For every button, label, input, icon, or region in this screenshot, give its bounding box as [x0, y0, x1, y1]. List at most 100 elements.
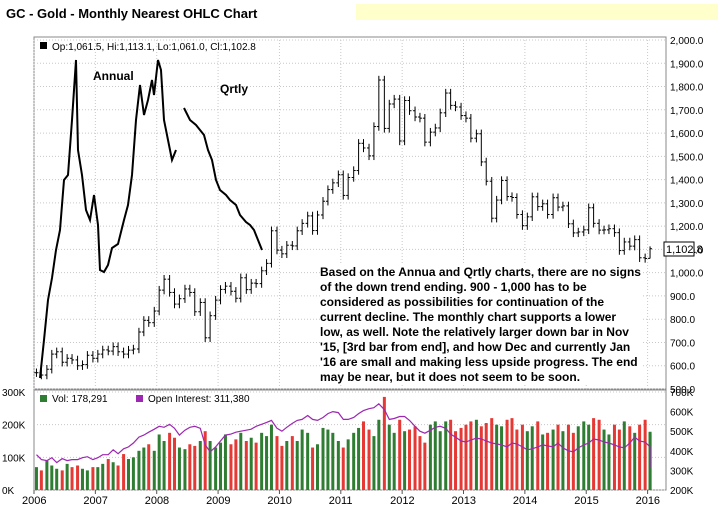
volume-bar — [490, 418, 494, 490]
volume-bar — [622, 421, 626, 490]
volume-bar — [147, 444, 151, 490]
ohlc-bar — [172, 288, 177, 309]
ohlc-bar — [157, 285, 162, 316]
y-tick-label: 1,000.0 — [670, 269, 704, 280]
volume-bar — [352, 432, 356, 490]
ohlc-bar — [223, 281, 228, 294]
volume-bar — [254, 442, 258, 490]
volume-axis: 0K 100K 200K 300K 200K 300K 400K 500K 600K 700K — [2, 388, 694, 497]
ohlc-bar — [509, 192, 514, 202]
volume-bar — [561, 431, 565, 490]
volume-bar — [398, 419, 402, 490]
volume-bar — [576, 426, 580, 490]
ohlc-bar — [514, 193, 519, 219]
ohlc-bar — [310, 211, 315, 235]
x-tick-label: 2009 — [206, 495, 230, 507]
open-interest-line — [36, 402, 651, 469]
ohlc-bar — [525, 212, 530, 230]
ohlc-bar — [382, 75, 387, 133]
y-tick-label: 700.0 — [670, 338, 695, 349]
volume-bar — [168, 432, 172, 490]
volume-bar — [157, 434, 161, 490]
ohlc-bar — [417, 112, 422, 123]
y-tick-label: 1,500.0 — [670, 152, 704, 163]
volume-bar — [617, 429, 621, 490]
volume-bar — [39, 470, 43, 490]
ohlc-bar — [505, 176, 510, 201]
x-tick-label: 2011 — [329, 495, 353, 507]
volume-bar — [131, 457, 135, 490]
ohlc-bar — [566, 201, 571, 228]
volume-bar — [530, 426, 534, 490]
ohlc-bar — [44, 365, 49, 380]
y-tick-label: 1,700.0 — [670, 106, 704, 117]
ohlc-bar — [422, 113, 427, 147]
y-tick-label: 500.0 — [670, 385, 695, 396]
oi-tick-label: 700K — [670, 388, 694, 399]
volume-bar — [602, 429, 606, 490]
ohlc-bar — [433, 123, 438, 137]
ohlc-bar — [459, 102, 464, 120]
ohlc-bar — [627, 237, 632, 251]
volume-bar — [55, 468, 59, 490]
oi-tick-label: 300K — [670, 466, 694, 477]
volume-bar — [45, 460, 49, 490]
volume-bar — [275, 436, 279, 490]
ohlc-bar — [606, 224, 611, 235]
volume-bar — [183, 449, 187, 490]
volume-bar — [137, 450, 141, 490]
volume-bar — [469, 421, 473, 490]
ohlc-bar — [407, 96, 412, 115]
volume-bar — [244, 441, 248, 490]
volume-bar — [428, 424, 432, 490]
header-strip — [356, 4, 718, 20]
ohlc-bar — [453, 101, 458, 112]
x-tick-label: 2006 — [22, 495, 46, 507]
y-tick-label: 1,400.0 — [670, 176, 704, 187]
ohlc-bar — [321, 197, 326, 220]
ohlc-bar — [387, 99, 392, 133]
ohlc-bar — [146, 316, 151, 327]
x-tick-label: 2014 — [513, 495, 537, 507]
ohlc-bar — [545, 199, 550, 219]
volume-bar — [495, 424, 499, 490]
y-tick-label: 1,200.0 — [670, 222, 704, 233]
volume-bar — [510, 418, 514, 490]
ohlc-bar — [428, 127, 433, 147]
ohlc-bar — [341, 170, 346, 200]
ohlc-bar — [177, 294, 182, 309]
x-tick-label: 2008 — [145, 495, 169, 507]
y-tick-label: 1,900.0 — [670, 59, 704, 70]
volume-bar — [546, 432, 550, 490]
ohlc-bar — [70, 354, 75, 365]
volume-bar — [111, 462, 115, 490]
volume-bar — [597, 419, 601, 490]
volume-bar — [444, 421, 448, 490]
ohlc-bar — [622, 237, 627, 255]
ohlc-bar — [203, 298, 208, 343]
last-price-tag — [663, 241, 695, 257]
ohlc-bar — [187, 284, 192, 297]
volume-bar — [280, 445, 284, 490]
volume-bar — [219, 442, 223, 490]
volume-bar — [173, 437, 177, 490]
ohlc-bar — [167, 274, 172, 297]
volume-bar — [403, 431, 407, 490]
x-tick-label: 2007 — [83, 495, 107, 507]
volume-bar — [290, 436, 294, 490]
ohlc-bar — [413, 106, 418, 122]
ohlc-bar — [228, 281, 233, 296]
y-tick-label: 1,800.0 — [670, 83, 704, 94]
ohlc-bar — [474, 129, 479, 143]
volume-bar — [70, 467, 74, 490]
ohlc-bar — [325, 185, 330, 206]
ohlc-bar — [560, 201, 565, 212]
ohlc-bar — [80, 360, 85, 370]
volume-bar — [65, 463, 69, 490]
volume-bar — [152, 450, 156, 490]
y-tick-label: 900.0 — [670, 292, 695, 303]
ohlc-bar — [556, 193, 561, 212]
ohlc-bar — [494, 195, 499, 223]
volume-bar — [260, 432, 264, 490]
ohlc-bar — [371, 122, 376, 161]
